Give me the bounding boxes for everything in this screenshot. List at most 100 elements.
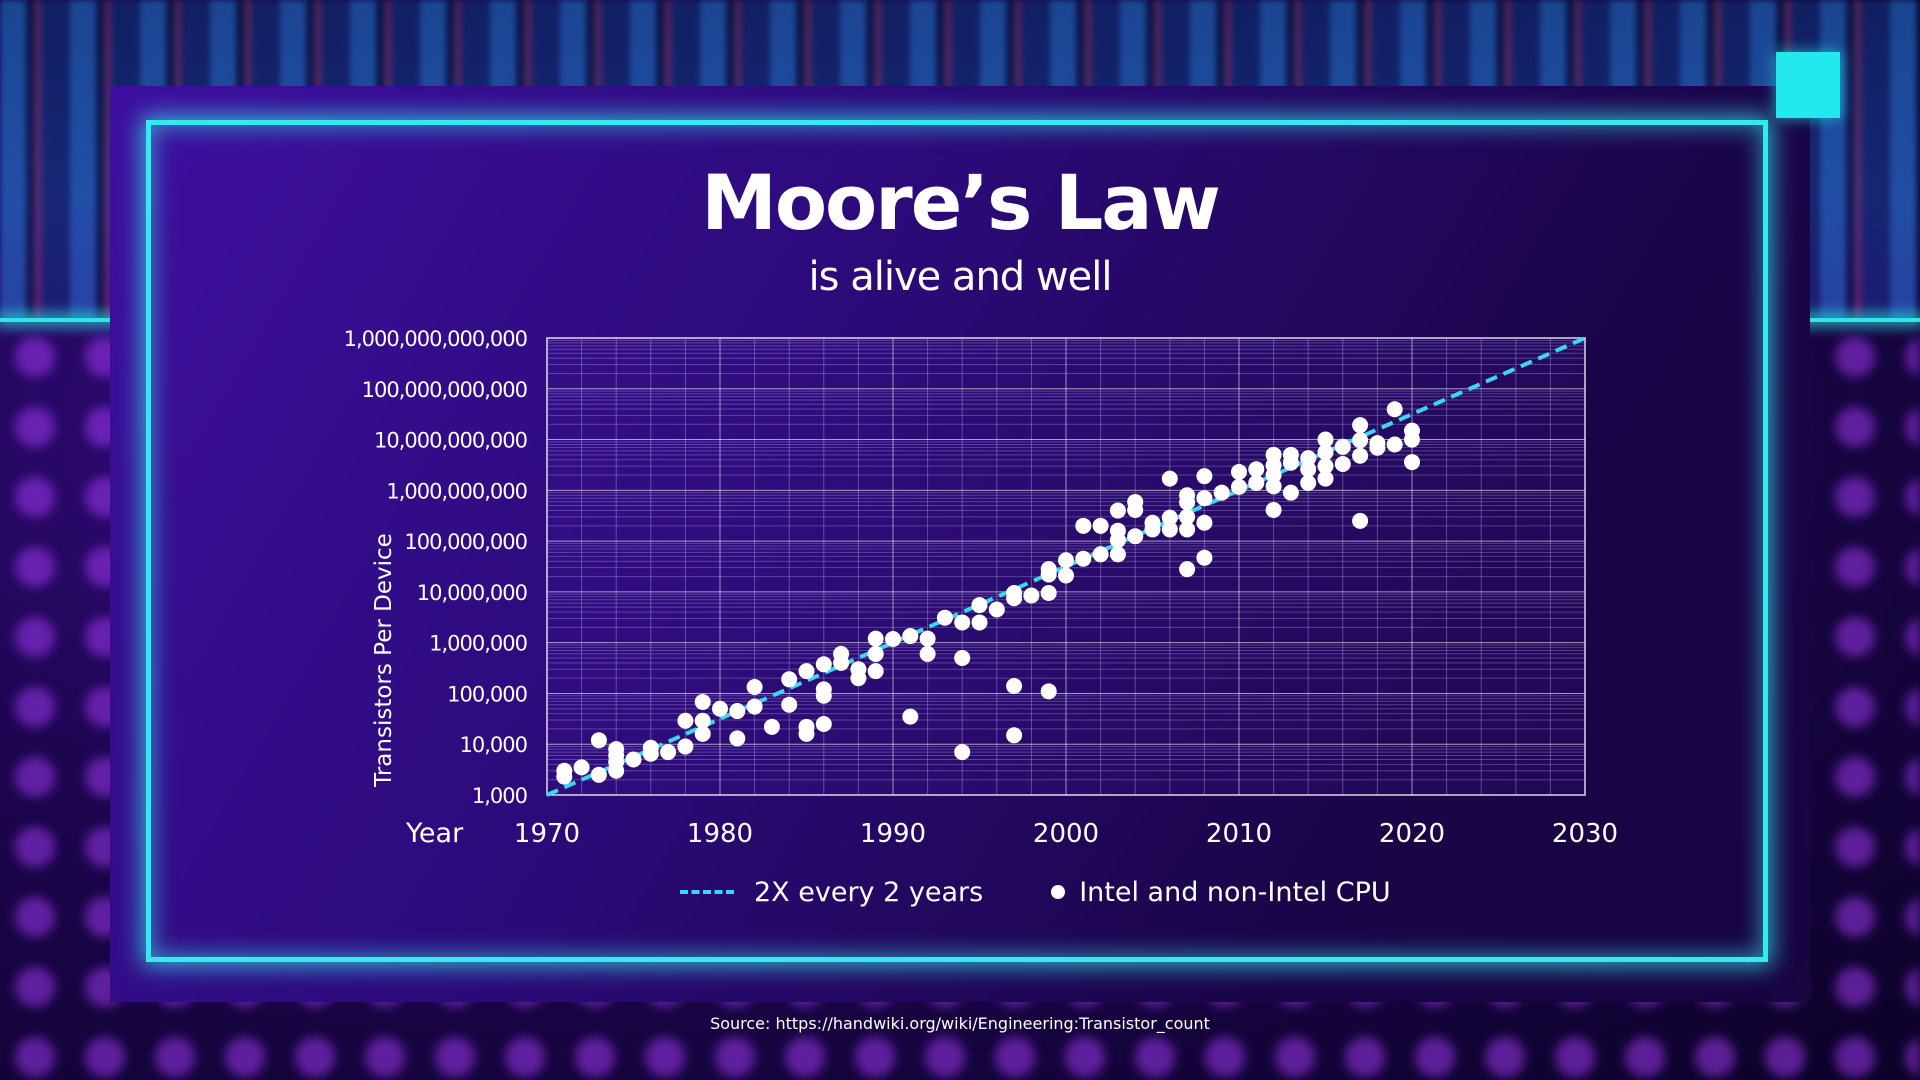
cpu-data-point <box>867 645 884 662</box>
cpu-data-point <box>1369 435 1386 452</box>
cpu-data-point <box>1352 417 1369 434</box>
legend-label-trend: 2X every 2 years <box>754 876 984 908</box>
cpu-data-point <box>1006 678 1023 695</box>
cpu-data-point <box>1179 561 1196 578</box>
slide-subtitle: is alive and well <box>808 254 1113 300</box>
legend-label-cpu: Intel and non-Intel CPU <box>1079 876 1391 908</box>
x-tick-label: 2020 <box>1379 819 1445 849</box>
x-tick-label: 1970 <box>514 819 580 849</box>
cpu-data-point <box>1317 458 1334 475</box>
cpu-data-point <box>694 712 711 729</box>
cpu-data-point <box>1058 552 1074 569</box>
cpu-data-point <box>1179 508 1196 525</box>
cpu-data-point <box>1144 521 1161 538</box>
cpu-data-point <box>746 698 763 715</box>
cpu-data-point <box>694 725 711 742</box>
cpu-data-point <box>1334 438 1351 455</box>
cpu-data-point <box>1109 522 1126 539</box>
cpu-data-point <box>902 708 919 725</box>
cpu-data-point <box>1196 468 1213 485</box>
cpu-data-point <box>1248 474 1265 491</box>
cpu-data-point <box>867 663 884 680</box>
cpu-data-point <box>1265 501 1282 518</box>
cpu-data-point <box>1058 567 1074 584</box>
y-tick-label: 10,000,000 <box>417 581 527 605</box>
cpu-data-point <box>573 759 590 776</box>
x-tick-label: 1990 <box>860 819 926 849</box>
slide-panel <box>110 86 1810 1002</box>
y-tick-label: 10,000 <box>460 733 527 757</box>
cpu-data-point <box>1213 484 1230 501</box>
cpu-data-point <box>885 631 901 648</box>
cpu-data-point <box>1334 456 1351 473</box>
y-tick-label: 10,000,000,000 <box>374 429 527 453</box>
cpu-data-point <box>625 751 642 768</box>
cpu-data-point <box>988 601 1005 618</box>
y-tick-labels: 1,000 10,000 100,000 1,000,000 10,000,000 100… <box>344 327 528 808</box>
cpu-data-point <box>1404 422 1420 439</box>
cpu-data-point <box>1282 446 1299 463</box>
cpu-data-point <box>1127 528 1144 545</box>
cpu-data-point <box>694 693 711 710</box>
slide-title: Moore’s Law <box>701 158 1221 247</box>
cpu-data-point <box>815 656 832 673</box>
cpu-data-point <box>1300 461 1317 478</box>
cpu-data-point <box>1386 401 1403 418</box>
cpu-data-point <box>971 614 988 631</box>
cpu-data-point <box>1040 683 1057 700</box>
cpu-data-point <box>1092 517 1109 534</box>
cpu-data-point <box>833 645 850 662</box>
cpu-data-point <box>729 703 746 720</box>
cpu-data-point <box>1352 447 1369 464</box>
y-tick-label: 1,000,000,000 <box>386 479 527 503</box>
cpu-data-point <box>1161 470 1178 487</box>
cpu-data-point <box>729 730 746 747</box>
cpu-data-point <box>677 712 694 729</box>
cpu-data-point <box>590 732 607 749</box>
cpu-data-point <box>1075 550 1092 567</box>
cpu-data-point <box>919 630 936 647</box>
x-tick-label: 2000 <box>1033 819 1099 849</box>
cpu-data-point <box>556 762 573 779</box>
cpu-data-point <box>1404 454 1420 471</box>
cpu-data-point <box>1179 487 1196 504</box>
legend: 2X every 2 years Intel and non-Intel CPU <box>680 872 1391 912</box>
cpu-data-point <box>1179 521 1196 538</box>
cpu-data-point <box>1317 444 1334 461</box>
source-caption: Source: https://handwiki.org/wiki/Engine… <box>710 1014 1210 1033</box>
cpu-data-point <box>1317 470 1334 487</box>
cpu-data-point <box>712 700 728 717</box>
cpu-data-point <box>971 597 988 614</box>
cpu-data-point <box>815 716 832 733</box>
cpu-data-point <box>919 645 936 662</box>
cpu-data-point <box>954 614 971 631</box>
x-tick-labels: 1970 1980 1990 2000 2010 2020 2030 <box>514 819 1618 849</box>
cpu-data-point <box>902 628 919 645</box>
cpu-data-point <box>936 609 953 626</box>
cpu-data-point <box>1127 493 1144 510</box>
cpu-data-point <box>1352 432 1369 449</box>
cpu-data-point <box>1092 546 1109 563</box>
x-tick-label: 2010 <box>1206 819 1272 849</box>
cpu-data-point <box>815 681 832 698</box>
cpu-data-point <box>1231 478 1247 495</box>
legend-dashed-line-icon <box>680 890 734 894</box>
cpu-data-point <box>1300 474 1317 491</box>
cpu-data-point <box>677 738 694 755</box>
cpu-data-point <box>1196 514 1213 531</box>
cpu-data-point <box>1196 549 1213 566</box>
cpu-data-point <box>763 718 780 735</box>
scatter-points <box>556 401 1420 785</box>
cpu-data-point <box>781 696 798 713</box>
cpu-data-point <box>1231 463 1247 480</box>
y-tick-label: 100,000,000,000 <box>362 378 527 402</box>
cpu-data-point <box>1386 436 1403 453</box>
cpu-data-point <box>1023 587 1040 604</box>
cpu-data-point <box>1161 509 1178 526</box>
corner-accent-square <box>1776 52 1840 118</box>
cpu-data-point <box>1265 446 1282 463</box>
cpu-data-point <box>1317 431 1334 448</box>
cpu-data-point <box>1196 490 1213 507</box>
cpu-data-point <box>642 739 659 756</box>
